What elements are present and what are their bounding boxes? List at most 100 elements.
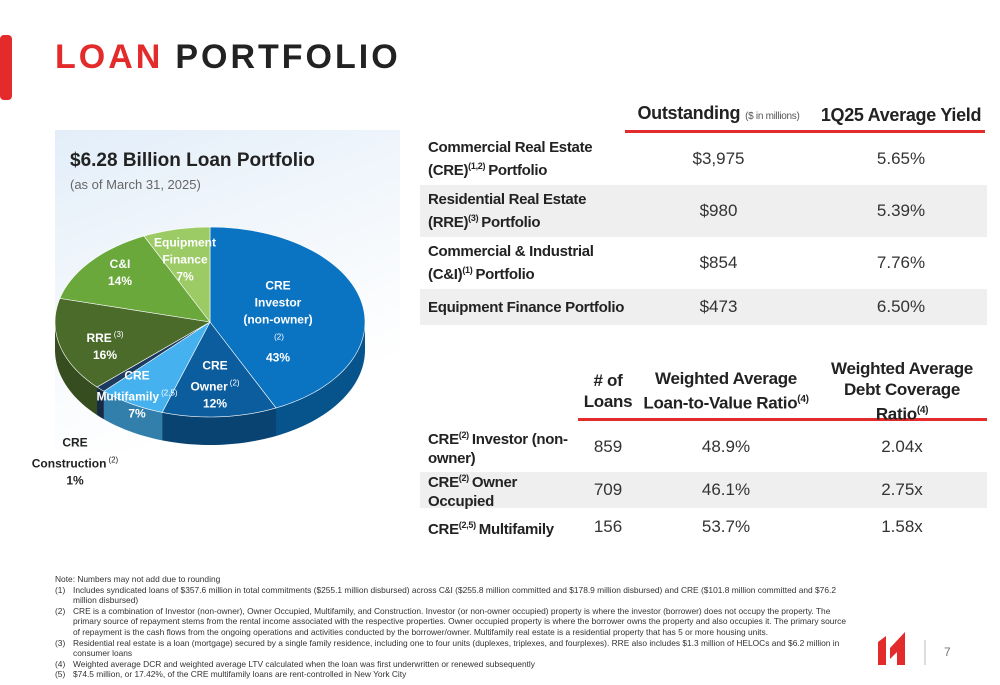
pie-side bbox=[162, 407, 276, 445]
cell-value: 53.7% bbox=[701, 517, 751, 536]
slice-name: C&I bbox=[109, 257, 131, 271]
footnote-text: CRE is a combination of Investor (non-ow… bbox=[73, 605, 847, 637]
header-text: Weighted Average Debt Coverage Ratio(4) bbox=[816, 358, 988, 425]
label-text: Equipment Finance Portfolio bbox=[428, 298, 624, 317]
label-part: Investor (non-owner) bbox=[428, 430, 568, 467]
row-band bbox=[420, 289, 987, 325]
footnote: (4) Weighted average DCR and weighted ave… bbox=[55, 659, 855, 670]
label-text: CRE(2) Investor (non-owner) bbox=[428, 426, 578, 468]
slice-note: (2) bbox=[108, 455, 119, 465]
header-unit: ($ in millions) bbox=[745, 111, 800, 122]
column-header: 1Q25 Average Yield bbox=[815, 99, 987, 131]
label-part: Commercial & Industrial (C&I) bbox=[428, 243, 594, 283]
pie-slice bbox=[54, 298, 211, 388]
label-note: (2,5) bbox=[458, 519, 476, 530]
label-text: CRE(2,5) Multifamily bbox=[428, 516, 554, 539]
header-text: Weighted Average Loan-to-Value Ratio(4) bbox=[636, 368, 816, 414]
column-header: Weighted Average Debt Coverage Ratio(4) bbox=[816, 359, 988, 424]
header-title: Weighted Average Loan-to-Value Ratio bbox=[643, 369, 798, 413]
footnote: (5) $74.5 million, or 17.42%, of the CRE … bbox=[55, 669, 855, 680]
label-part: Portfolio bbox=[475, 266, 535, 283]
header-text: # of Loans bbox=[578, 370, 638, 412]
label-note: (3) bbox=[468, 213, 479, 223]
slice-value: 43% bbox=[265, 350, 291, 365]
label-part: CRE bbox=[428, 430, 459, 448]
header-note: (4) bbox=[916, 404, 929, 416]
pie-slice bbox=[161, 321, 277, 418]
cell-value: $473 bbox=[699, 297, 738, 316]
footnote-text: Weighted average DCR and weighted averag… bbox=[73, 658, 535, 669]
pie-slice bbox=[59, 235, 211, 323]
footnote: (2) CRE is a combination of Investor (non… bbox=[55, 606, 855, 638]
label-note: (1,2) bbox=[468, 161, 486, 171]
row-label: Commercial & Industrial (C&I)(1) Portfoli… bbox=[420, 237, 625, 289]
footnote-text: $74.5 million, or 17.42%, of the CRE mul… bbox=[73, 669, 407, 680]
row-label: Commercial Real Estate (CRE)(1,2) Portfol… bbox=[420, 133, 625, 185]
page-number: 7 bbox=[944, 645, 951, 659]
slice-label: CRE Multifamily (2,5) 7% bbox=[92, 368, 182, 423]
side-tab bbox=[0, 35, 12, 100]
label-part: Residential Real Estate (RRE) bbox=[428, 191, 587, 231]
column-header: # of Loans bbox=[578, 366, 638, 416]
slice-value: 1% bbox=[66, 473, 84, 488]
slice-value: 7% bbox=[176, 269, 194, 284]
label-text: Commercial Real Estate (CRE)(1,2) Portfol… bbox=[428, 138, 625, 180]
label-part: Portfolio bbox=[488, 162, 548, 179]
header-rule bbox=[578, 418, 987, 421]
footnote-marker: (2) bbox=[55, 605, 66, 616]
header-text: Outstanding ($ in millions) bbox=[637, 103, 799, 127]
column-header: Weighted Average Loan-to-Value Ratio(4) bbox=[636, 366, 816, 416]
row-label: CRE(2,5) Multifamily bbox=[420, 508, 578, 546]
cell-value: $980 bbox=[699, 201, 738, 220]
row-label: Residential Real Estate (RRE)(3) Portfoli… bbox=[420, 185, 625, 237]
cell-value: $3,975 bbox=[692, 149, 745, 168]
footnotes: Note: Numbers may not add due to roundin… bbox=[55, 574, 855, 680]
footnote-marker: (5) bbox=[55, 669, 66, 680]
label-note: (2) bbox=[458, 429, 469, 440]
label-part: Commercial Real Estate (CRE) bbox=[428, 139, 593, 179]
slice-name: CRE Construction bbox=[31, 435, 107, 471]
label-note: (2) bbox=[458, 473, 469, 483]
pie-slice bbox=[143, 226, 211, 323]
label-text: CRE(2) Owner Occupied bbox=[428, 469, 578, 511]
logo bbox=[878, 632, 926, 665]
label-part: Multifamily bbox=[478, 520, 554, 538]
slice-note: (2) bbox=[229, 378, 240, 388]
pie-side bbox=[97, 387, 104, 420]
header-title: Outstanding bbox=[637, 103, 741, 123]
chart-title: $6.28 Billion Loan Portfolio bbox=[70, 150, 315, 171]
cell-value: 2.04x bbox=[881, 436, 923, 456]
label-part: CRE bbox=[428, 520, 459, 538]
note-intro: Note: Numbers may not add due to roundin… bbox=[55, 574, 221, 584]
pie-slice bbox=[209, 226, 366, 409]
slice-name: RRE bbox=[86, 331, 112, 345]
row-label: CRE(2) Owner Occupied bbox=[420, 469, 578, 511]
slice-value: 14% bbox=[107, 274, 133, 288]
slice-value: 7% bbox=[128, 406, 146, 421]
slide-title: LOAN PORTFOLIO bbox=[55, 38, 401, 77]
slice-name: CRE Multifamily bbox=[96, 368, 160, 404]
slice-label: C&I 14% bbox=[95, 256, 145, 290]
pie-side bbox=[55, 322, 98, 416]
label-note: (1) bbox=[462, 265, 473, 275]
header-note: (4) bbox=[797, 394, 809, 406]
slice-note: (3) bbox=[113, 330, 124, 339]
slice-name: CRE Owner bbox=[190, 358, 228, 394]
chart-subtitle: (as of March 31, 2025) bbox=[70, 177, 201, 192]
label-text: Commercial & Industrial (C&I)(1) Portfoli… bbox=[428, 242, 625, 284]
cell-value: 2.75x bbox=[881, 480, 923, 499]
title-rest: PORTFOLIO bbox=[175, 38, 401, 76]
slice-note: (2) bbox=[274, 332, 284, 342]
footnote: (3) Residential real estate is a loan (mo… bbox=[55, 638, 855, 659]
cell-value: 859 bbox=[593, 436, 623, 456]
pie-side bbox=[103, 391, 163, 441]
label-part: Portfolio bbox=[481, 214, 541, 231]
footnote-text: Includes syndicated loans of $357.6 mill… bbox=[73, 584, 836, 606]
cell-value: 156 bbox=[593, 517, 623, 536]
row-label: CRE(2) Investor (non-owner) bbox=[420, 421, 578, 472]
header-title: 1Q25 Average Yield bbox=[820, 104, 982, 125]
slice-label: RRE (3) 16% bbox=[80, 326, 130, 364]
cell-value: 48.9% bbox=[701, 436, 751, 456]
